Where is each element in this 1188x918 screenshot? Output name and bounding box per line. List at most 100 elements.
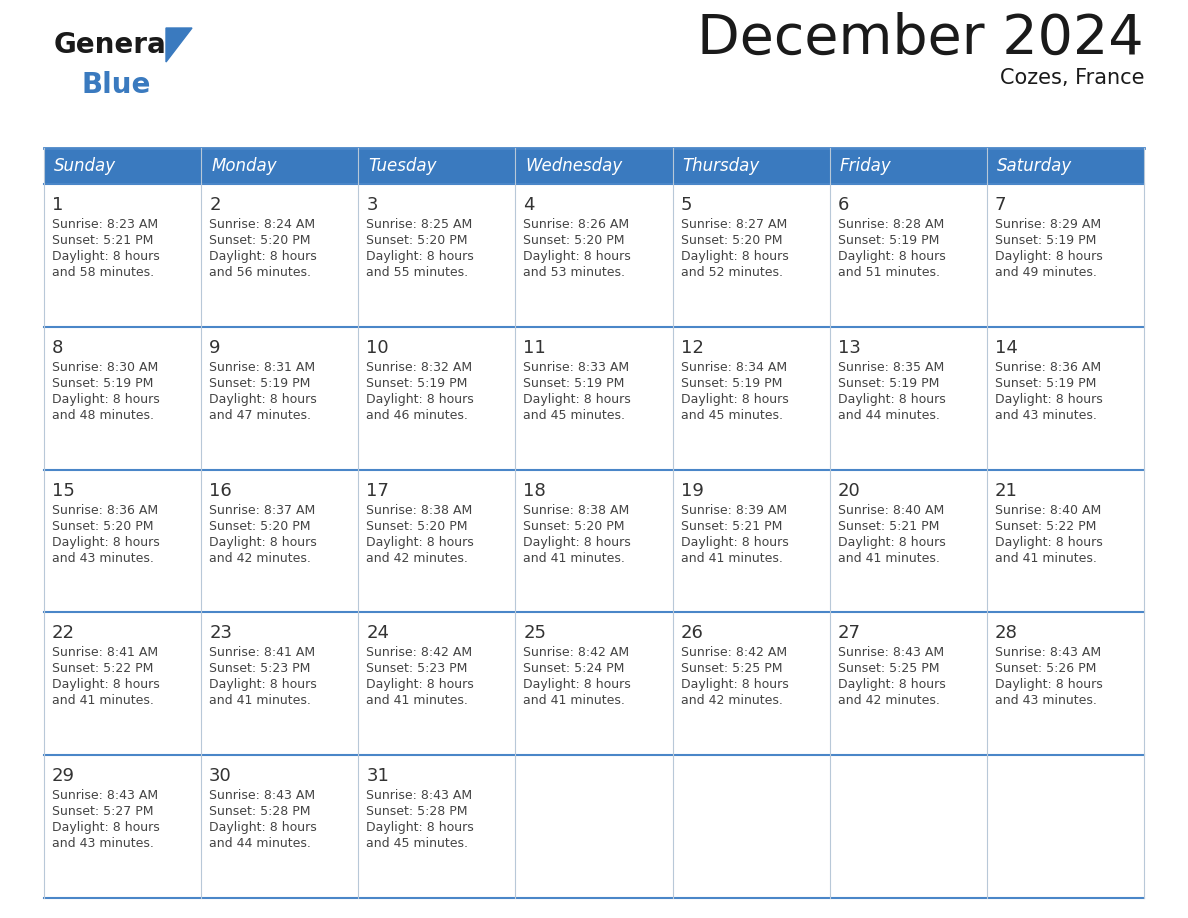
Text: Sunrise: 8:42 AM: Sunrise: 8:42 AM [366, 646, 473, 659]
Text: Sunset: 5:20 PM: Sunset: 5:20 PM [524, 234, 625, 247]
Text: December 2024: December 2024 [697, 12, 1144, 66]
Text: Daylight: 8 hours: Daylight: 8 hours [52, 822, 159, 834]
Bar [359, 148, 516, 184]
Text: Sunset: 5:19 PM: Sunset: 5:19 PM [209, 376, 310, 390]
Polygon shape [166, 28, 192, 62]
Text: and 47 minutes.: and 47 minutes. [209, 409, 311, 421]
Text: 31: 31 [366, 767, 390, 785]
Text: and 46 minutes.: and 46 minutes. [366, 409, 468, 421]
Bar [672, 184, 829, 327]
Text: Daylight: 8 hours: Daylight: 8 hours [209, 250, 317, 263]
Text: Saturday: Saturday [997, 157, 1072, 175]
Text: Sunset: 5:25 PM: Sunset: 5:25 PM [681, 663, 782, 676]
Text: Sunrise: 8:43 AM: Sunrise: 8:43 AM [994, 646, 1101, 659]
Text: and 41 minutes.: and 41 minutes. [52, 694, 154, 708]
Text: Sunrise: 8:33 AM: Sunrise: 8:33 AM [524, 361, 630, 374]
Text: Daylight: 8 hours: Daylight: 8 hours [209, 535, 317, 549]
Text: Sunset: 5:21 PM: Sunset: 5:21 PM [838, 520, 939, 532]
Text: and 41 minutes.: and 41 minutes. [366, 694, 468, 708]
Text: Monday: Monday [211, 157, 277, 175]
Text: Daylight: 8 hours: Daylight: 8 hours [366, 822, 474, 834]
Text: Sunset: 5:19 PM: Sunset: 5:19 PM [52, 376, 153, 390]
Bar [829, 184, 987, 327]
Text: 7: 7 [994, 196, 1006, 214]
Text: Daylight: 8 hours: Daylight: 8 hours [366, 393, 474, 406]
Text: Sunrise: 8:39 AM: Sunrise: 8:39 AM [681, 504, 786, 517]
Text: Wednesday: Wednesday [525, 157, 623, 175]
Text: Sunset: 5:24 PM: Sunset: 5:24 PM [524, 663, 625, 676]
Bar [359, 756, 516, 898]
Text: Daylight: 8 hours: Daylight: 8 hours [681, 678, 789, 691]
Text: Sunrise: 8:30 AM: Sunrise: 8:30 AM [52, 361, 158, 374]
Text: 14: 14 [994, 339, 1018, 357]
Bar [672, 148, 829, 184]
Text: Sunrise: 8:40 AM: Sunrise: 8:40 AM [994, 504, 1101, 517]
Bar [516, 327, 672, 470]
Text: 11: 11 [524, 339, 546, 357]
Text: 25: 25 [524, 624, 546, 643]
Bar [201, 756, 359, 898]
Text: and 41 minutes.: and 41 minutes. [524, 552, 625, 565]
Text: Daylight: 8 hours: Daylight: 8 hours [994, 535, 1102, 549]
Text: Cozes, France: Cozes, France [999, 68, 1144, 88]
Text: Sunset: 5:27 PM: Sunset: 5:27 PM [52, 805, 153, 818]
Text: Sunrise: 8:37 AM: Sunrise: 8:37 AM [209, 504, 315, 517]
Text: Sunset: 5:19 PM: Sunset: 5:19 PM [994, 234, 1097, 247]
Text: Sunrise: 8:36 AM: Sunrise: 8:36 AM [52, 504, 158, 517]
Text: and 48 minutes.: and 48 minutes. [52, 409, 154, 421]
Text: and 43 minutes.: and 43 minutes. [994, 694, 1097, 708]
Text: Sunrise: 8:28 AM: Sunrise: 8:28 AM [838, 218, 944, 231]
Text: 4: 4 [524, 196, 535, 214]
Bar [44, 756, 201, 898]
Text: Sunset: 5:19 PM: Sunset: 5:19 PM [838, 376, 939, 390]
Text: and 41 minutes.: and 41 minutes. [681, 552, 783, 565]
Text: Sunrise: 8:43 AM: Sunrise: 8:43 AM [838, 646, 943, 659]
Text: and 51 minutes.: and 51 minutes. [838, 266, 940, 279]
Text: Daylight: 8 hours: Daylight: 8 hours [838, 535, 946, 549]
Text: Daylight: 8 hours: Daylight: 8 hours [524, 393, 631, 406]
Bar [987, 148, 1144, 184]
Bar [359, 327, 516, 470]
Text: 27: 27 [838, 624, 861, 643]
Text: 13: 13 [838, 339, 860, 357]
Text: Sunset: 5:19 PM: Sunset: 5:19 PM [366, 376, 468, 390]
Text: and 43 minutes.: and 43 minutes. [52, 552, 154, 565]
Text: Daylight: 8 hours: Daylight: 8 hours [994, 250, 1102, 263]
Bar [516, 184, 672, 327]
Text: 29: 29 [52, 767, 75, 785]
Text: Daylight: 8 hours: Daylight: 8 hours [681, 393, 789, 406]
Text: Sunset: 5:22 PM: Sunset: 5:22 PM [994, 520, 1097, 532]
Bar [44, 612, 201, 756]
Text: Daylight: 8 hours: Daylight: 8 hours [838, 678, 946, 691]
Text: 19: 19 [681, 482, 703, 499]
Text: Sunset: 5:21 PM: Sunset: 5:21 PM [52, 234, 153, 247]
Bar [829, 470, 987, 612]
Text: Sunset: 5:28 PM: Sunset: 5:28 PM [366, 805, 468, 818]
Text: and 52 minutes.: and 52 minutes. [681, 266, 783, 279]
Text: 6: 6 [838, 196, 849, 214]
Text: Sunset: 5:20 PM: Sunset: 5:20 PM [209, 234, 310, 247]
Text: Daylight: 8 hours: Daylight: 8 hours [681, 535, 789, 549]
Text: Sunrise: 8:43 AM: Sunrise: 8:43 AM [209, 789, 315, 802]
Text: Sunrise: 8:29 AM: Sunrise: 8:29 AM [994, 218, 1101, 231]
Bar [987, 184, 1144, 327]
Text: Sunrise: 8:31 AM: Sunrise: 8:31 AM [209, 361, 315, 374]
Text: Daylight: 8 hours: Daylight: 8 hours [994, 393, 1102, 406]
Text: 18: 18 [524, 482, 546, 499]
Text: and 41 minutes.: and 41 minutes. [524, 694, 625, 708]
Text: Sunrise: 8:32 AM: Sunrise: 8:32 AM [366, 361, 473, 374]
Text: and 55 minutes.: and 55 minutes. [366, 266, 468, 279]
Text: and 58 minutes.: and 58 minutes. [52, 266, 154, 279]
Text: Sunrise: 8:34 AM: Sunrise: 8:34 AM [681, 361, 786, 374]
Text: Daylight: 8 hours: Daylight: 8 hours [524, 678, 631, 691]
Text: Sunrise: 8:40 AM: Sunrise: 8:40 AM [838, 504, 944, 517]
Text: Daylight: 8 hours: Daylight: 8 hours [838, 250, 946, 263]
Text: and 42 minutes.: and 42 minutes. [681, 694, 783, 708]
Text: and 41 minutes.: and 41 minutes. [994, 552, 1097, 565]
Text: Sunrise: 8:38 AM: Sunrise: 8:38 AM [524, 504, 630, 517]
Text: 5: 5 [681, 196, 693, 214]
Text: Daylight: 8 hours: Daylight: 8 hours [524, 250, 631, 263]
Text: Daylight: 8 hours: Daylight: 8 hours [681, 250, 789, 263]
Text: Sunrise: 8:36 AM: Sunrise: 8:36 AM [994, 361, 1101, 374]
Text: and 56 minutes.: and 56 minutes. [209, 266, 311, 279]
